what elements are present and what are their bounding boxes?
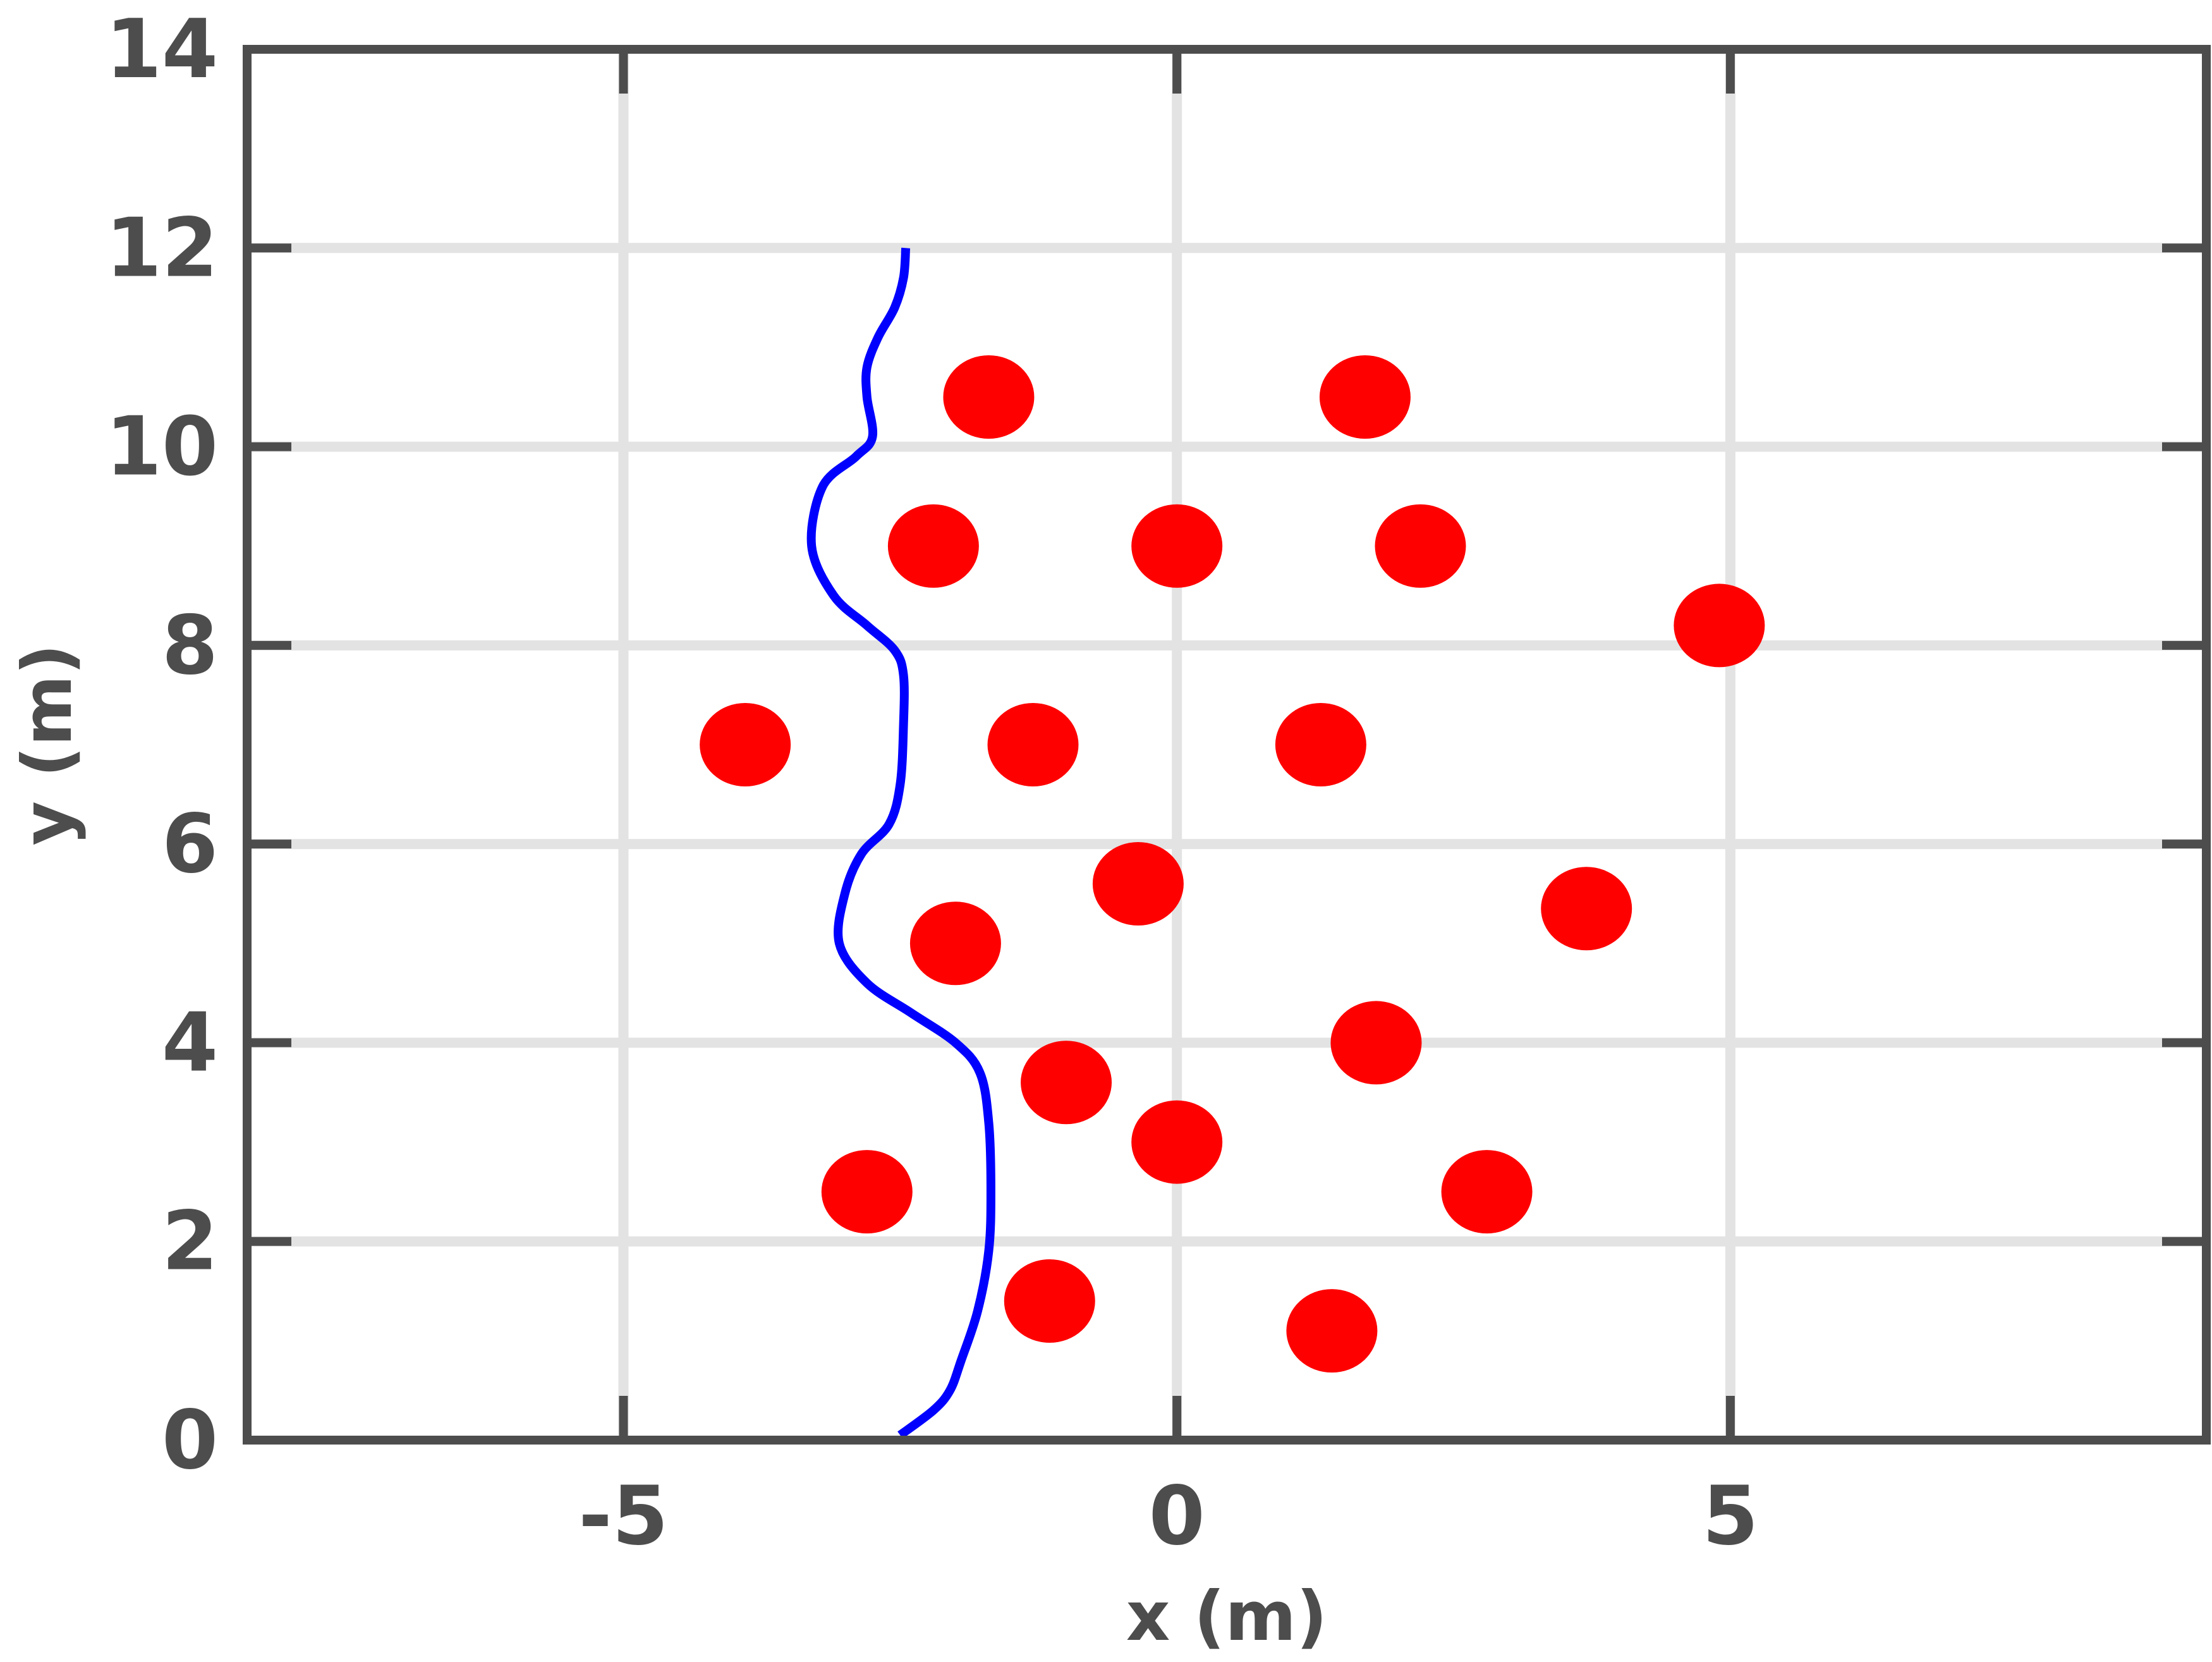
obstacle-point: [1004, 1259, 1095, 1343]
x-axis-label: x (m): [1126, 1577, 1328, 1656]
obstacle-point: [1319, 355, 1411, 439]
x-tick-label: 5: [1702, 1469, 1758, 1563]
obstacle-point: [1286, 1289, 1378, 1373]
obstacle-point: [909, 901, 1001, 986]
x-tick-label: 0: [1149, 1469, 1205, 1563]
y-tick-label: 12: [106, 201, 218, 295]
y-tick-label: 10: [106, 400, 218, 494]
y-tick-label: 4: [162, 996, 218, 1090]
obstacle-point: [1541, 867, 1632, 951]
y-tick-label: 8: [162, 599, 218, 693]
obstacle-point: [821, 1150, 913, 1234]
obstacle-point: [1674, 584, 1765, 668]
obstacle-point: [1275, 703, 1366, 786]
y-tick-label: 14: [106, 3, 218, 97]
tick-labels: -5 0 5 0 2 4 6 8 10 12 14: [106, 3, 1759, 1563]
obstacle-point: [700, 703, 791, 786]
obstacle-points: [700, 355, 1765, 1373]
grid-lines: [247, 49, 2206, 1440]
obstacle-point: [1131, 1100, 1223, 1184]
y-tick-label: 0: [162, 1393, 218, 1488]
plot-frame: [243, 45, 2211, 1445]
obstacle-point: [1330, 1001, 1422, 1085]
y-tick-label: 6: [162, 797, 218, 891]
obstacle-point: [1021, 1041, 1112, 1125]
x-tick-label: -5: [578, 1469, 668, 1563]
obstacle-point: [1131, 504, 1223, 588]
obstacle-point: [987, 703, 1079, 786]
obstacle-point: [1375, 504, 1466, 588]
axis-ticks: [247, 45, 2206, 1445]
obstacle-point: [1092, 842, 1184, 926]
obstacle-point: [887, 504, 979, 588]
y-tick-label: 2: [162, 1195, 218, 1289]
obstacle-point: [1441, 1150, 1533, 1234]
y-axis-label: y (m): [8, 644, 87, 845]
obstacle-point: [943, 355, 1035, 439]
trajectory-layer: [806, 247, 995, 1439]
trajectory-line: [806, 247, 995, 1439]
